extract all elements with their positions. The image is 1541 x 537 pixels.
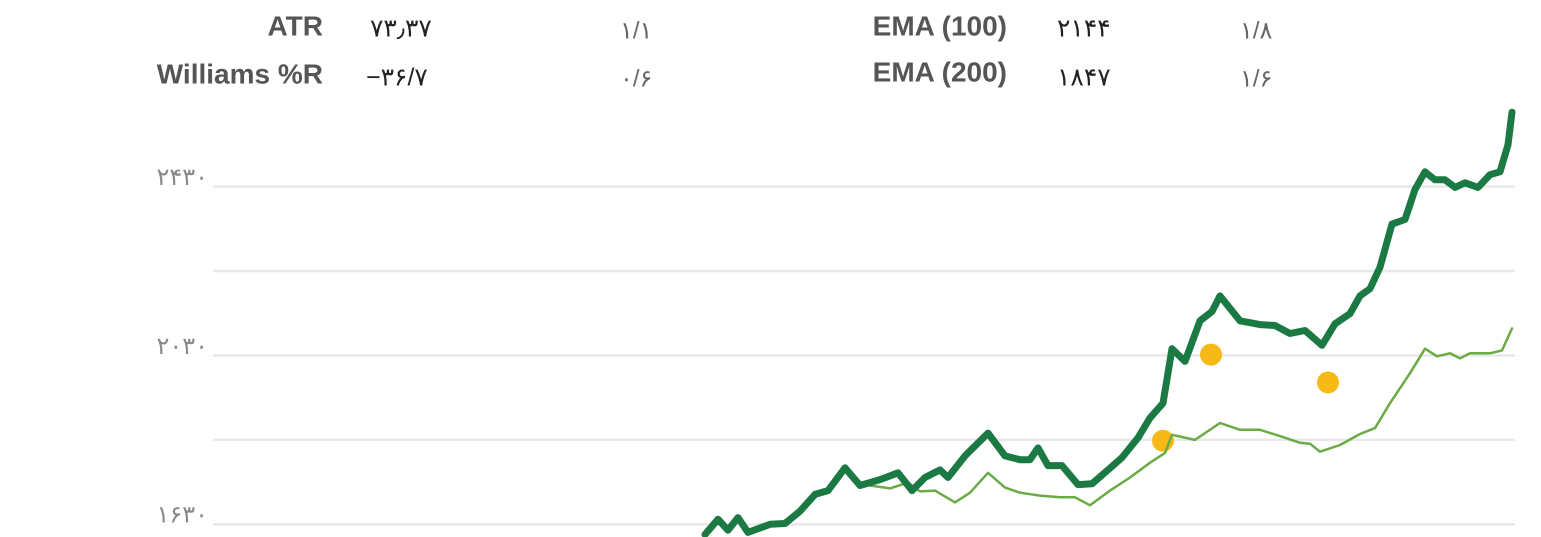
y-tick-label: ۲۴۳۰ [156,164,208,191]
indicator-label: EMA (100) [873,10,1007,41]
y-tick-label: ۲۰۳۰ [156,333,208,360]
indicator-value: ۷۳٫۳۷ [370,15,432,43]
indicator-value: −۳۶/۷ [366,64,428,92]
indicator-change: ۱/۶ [1240,65,1272,92]
chart: ۱۶۳۰ ۲۰۳۰ ۲۴۳۰ [156,108,1516,537]
price-line [701,108,1516,537]
indicator-label: Williams %R [157,58,323,89]
signal-dot [1200,343,1222,366]
y-tick-label: ۱۶۳۰ [156,502,208,529]
indicator-value: ۱۸۴۷ [1057,64,1111,92]
indicator-change: ۱/۱ [620,17,652,44]
price-line [868,327,1514,507]
indicator-change: ۰/۶ [620,65,652,92]
indicator-label: EMA (200) [873,56,1007,87]
signal-dot [1317,371,1339,394]
indicator-change: ۱/۸ [1240,17,1273,44]
indicator-label: ATR [268,10,323,41]
indicator-table: ATR ۷۳٫۳۷ ۱/۱ Williams %R −۳۶/۷ ۰/۶ EMA … [157,10,1273,92]
indicator-value: ۲۱۴۴ [1057,15,1111,43]
